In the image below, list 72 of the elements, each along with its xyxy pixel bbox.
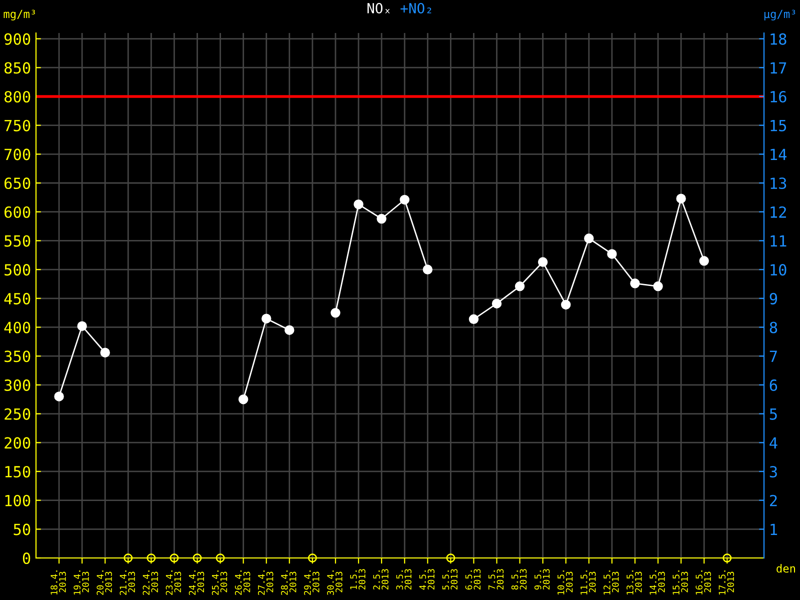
x-tick-label: 21.4. 2013 bbox=[120, 570, 136, 595]
y-tick-label: 850 bbox=[4, 62, 30, 74]
x-tick-label: 10.5. 2013 bbox=[557, 570, 573, 595]
y2-tick-label: 10 bbox=[770, 264, 786, 276]
x-tick-label: 12.5. 2013 bbox=[604, 570, 619, 595]
y-tick-label: 900 bbox=[4, 33, 30, 45]
y2-tick-label: 12 bbox=[770, 206, 786, 218]
x-tick-label: 27.4. 2013 bbox=[258, 570, 274, 595]
x-tick-label: 23.4. 2013 bbox=[166, 570, 182, 595]
y2-tick-label: 4 bbox=[770, 437, 778, 448]
x-tick-label: 28.4. 2013 bbox=[281, 570, 296, 595]
x-tick-label: 5.5. 2013 bbox=[442, 569, 458, 590]
x-tick-label: 18.4. 2013 bbox=[50, 570, 66, 595]
x-tick-label: 4.5. 2013 bbox=[419, 569, 435, 590]
y-tick-label: 600 bbox=[4, 206, 30, 218]
x-tick-label: 16.5. 2013 bbox=[696, 570, 711, 595]
y-tick-label: 200 bbox=[4, 437, 30, 449]
x-tick-label: 3.5. 2013 bbox=[396, 569, 412, 590]
x-tick-label: 25.4. 2013 bbox=[212, 570, 228, 595]
x-tick-label: 13.5. 2013 bbox=[626, 570, 642, 595]
y-axis-title: mg/m³ bbox=[4, 10, 35, 20]
y2-tick-label: 1 bbox=[770, 524, 778, 535]
x-axis-title: den bbox=[776, 564, 796, 573]
y-tick-label: 500 bbox=[4, 264, 30, 276]
x-tick-label: 26.4. 2013 bbox=[234, 570, 250, 595]
x-tick-label: 2.5. 2013 bbox=[373, 569, 388, 590]
x-tick-label: 22.4. 2013 bbox=[142, 570, 158, 595]
y-tick-label: 100 bbox=[5, 494, 30, 506]
y-tick-label: 800 bbox=[4, 90, 30, 103]
y2-tick-label: 13 bbox=[770, 178, 786, 190]
x-tick-label: 9.5. 2013 bbox=[534, 569, 550, 590]
x-tick-label: 8.5. 2013 bbox=[511, 569, 527, 590]
y-tick-label: 750 bbox=[4, 120, 30, 132]
y-tick-label: 650 bbox=[4, 178, 30, 190]
x-tick-label: 20.4. 2013 bbox=[96, 570, 112, 595]
x-tick-label: 7.5. 2013 bbox=[488, 569, 504, 590]
y-tick-label: 300 bbox=[4, 379, 30, 391]
y2-tick-label: 8 bbox=[770, 322, 778, 334]
y-tick-label: 150 bbox=[5, 466, 30, 478]
x-tick-label: 6.5. 2013 bbox=[465, 569, 481, 590]
y2-tick-label: 17 bbox=[770, 62, 786, 74]
y2-axis-title: µg/m³ bbox=[764, 10, 796, 20]
y-tick-label: 550 bbox=[4, 235, 30, 247]
y-tick-label: 400 bbox=[4, 322, 30, 334]
y2-tick-label: 9 bbox=[770, 292, 778, 304]
x-tick-label: 1.5. 2013 bbox=[350, 569, 366, 590]
x-tick-label: 24.4. 2013 bbox=[188, 570, 204, 595]
x-tick-label: 14.5. 2013 bbox=[650, 570, 665, 595]
x-tick-label: 29.4. 2013 bbox=[304, 570, 320, 595]
y2-tick-label: 2 bbox=[770, 494, 777, 506]
y2-tick-label: 15 bbox=[770, 120, 786, 132]
y2-tick-label: 3 bbox=[770, 466, 777, 478]
y2-tick-label: 18 bbox=[770, 33, 786, 45]
y2-tick-label: 7 bbox=[770, 350, 777, 362]
x-tick-label: 17.5. 2013 bbox=[718, 570, 734, 595]
chart-title: NOₓ bbox=[367, 2, 390, 14]
y-tick-label: 50 bbox=[14, 524, 30, 536]
x-tick-label: 30.4. 2013 bbox=[327, 570, 342, 595]
y-tick-label: 700 bbox=[4, 148, 30, 160]
y2-tick-label: 14 bbox=[770, 148, 787, 160]
y-tick-label: 250 bbox=[4, 408, 30, 420]
x-tick-label: 15.5. 2013 bbox=[672, 570, 688, 595]
y2-tick-label: 11 bbox=[770, 235, 786, 247]
y2-tick-label: 16 bbox=[770, 90, 786, 103]
y-tick-label: 350 bbox=[4, 350, 30, 362]
y2-tick-label: 6 bbox=[770, 379, 778, 391]
chart-subtitle: +NO₂ bbox=[400, 2, 432, 14]
y2-tick-label: 5 bbox=[770, 408, 777, 420]
y-tick-label: 450 bbox=[4, 292, 30, 304]
x-tick-label: 11.5. 2013 bbox=[580, 570, 596, 595]
y-tick-label: 0 bbox=[22, 552, 30, 564]
x-tick-label: 19.4. 2013 bbox=[74, 570, 89, 595]
